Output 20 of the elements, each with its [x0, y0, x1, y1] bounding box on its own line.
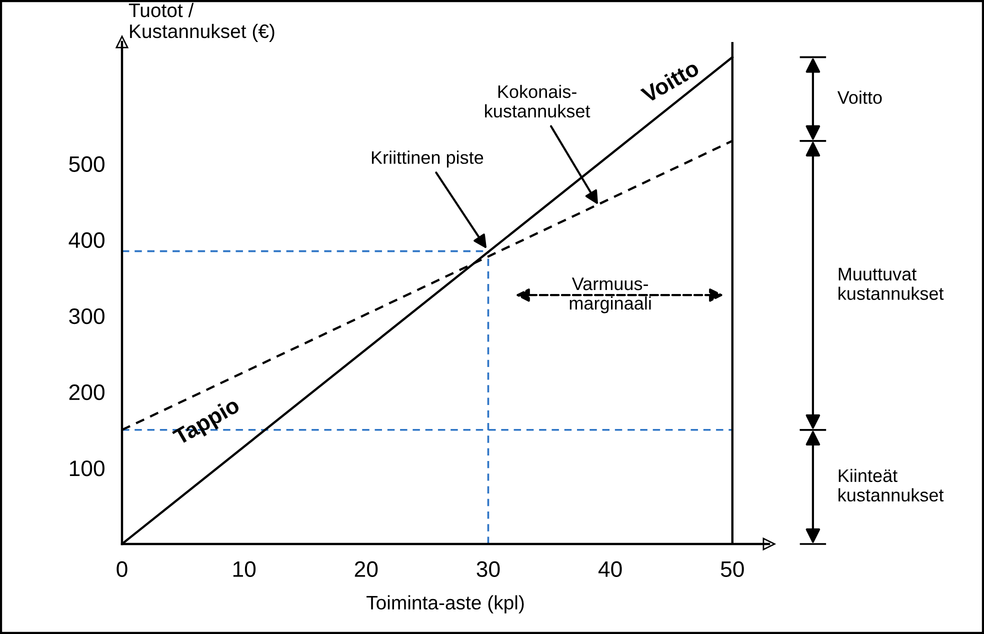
- x-tick-label: 50: [720, 561, 744, 577]
- y-axis-title: Tuotot / Kustannukset (€): [128, 2, 274, 42]
- annotation: Voitto: [640, 59, 700, 104]
- annotation: Varmuus- marginaali: [570, 278, 651, 314]
- x-axis-title: Toiminta-aste (kpl): [366, 595, 524, 614]
- x-tick-label: 40: [598, 561, 622, 577]
- annotation: Kriittinen piste: [372, 150, 484, 168]
- x-tick-label: 0: [116, 561, 128, 577]
- y-tick-label: 100: [70, 460, 104, 476]
- text: Muuttuvat kustannukset: [838, 268, 944, 300]
- y-tick-label: 300: [69, 308, 104, 324]
- text: Voitto: [837, 90, 882, 104]
- y-tick-label: 400: [68, 232, 104, 248]
- x-tick-label: 20: [354, 561, 378, 577]
- text: Kiinteät kustannukset: [838, 468, 944, 502]
- annotation: Kokonais- kustannukset: [485, 84, 590, 118]
- x-tick-label: 30: [476, 561, 500, 577]
- x-tick-label: 10: [233, 561, 256, 577]
- y-tick-label: 200: [69, 384, 104, 400]
- y-tick-label: 500: [69, 156, 104, 172]
